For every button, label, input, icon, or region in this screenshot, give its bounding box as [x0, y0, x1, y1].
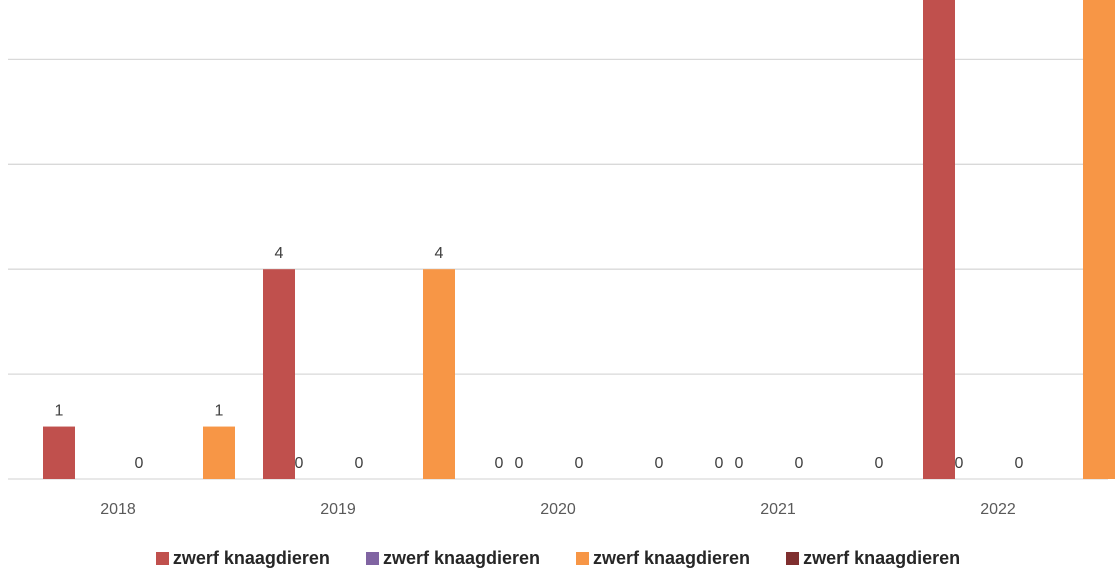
data-label: 0	[135, 455, 144, 472]
data-label: 0	[355, 455, 364, 472]
legend-swatch	[786, 551, 800, 565]
legend-item-series-2: zwerf knaagdieren	[365, 548, 540, 568]
data-label: 0	[515, 455, 524, 472]
data-label: 0	[655, 455, 664, 472]
legend-swatch	[576, 551, 589, 565]
x-tick-label: 2020	[540, 501, 576, 518]
x-tick-label: 2019	[320, 501, 356, 518]
data-label: 0	[1015, 455, 1024, 472]
legend-label: zwerf knaagdieren	[172, 548, 330, 568]
data-label: 0	[715, 455, 724, 472]
x-tick-label: 2018	[100, 501, 136, 518]
x-tick-label: 2021	[760, 501, 796, 518]
legend-item-series-1: zwerf knaagdieren	[155, 548, 330, 568]
legend: zwerf knaagdieren zwerf knaagdieren zwer…	[0, 548, 1116, 568]
data-label: 1	[215, 403, 224, 420]
data-label: 1	[55, 403, 64, 420]
data-label: 0	[875, 455, 884, 472]
legend-label: zwerf knaagdieren	[382, 548, 540, 568]
data-label: 4	[275, 245, 284, 262]
bar	[263, 269, 295, 479]
legend-label: zwerf knaagdieren	[803, 548, 961, 568]
data-label: 0	[795, 455, 804, 472]
legend-swatch	[155, 551, 169, 565]
legend-item-series-3: zwerf knaagdieren	[576, 548, 750, 568]
data-label: 0	[575, 455, 584, 472]
bar	[43, 426, 75, 479]
legend-label: zwerf knaagdieren	[593, 548, 751, 568]
bar	[1083, 0, 1115, 479]
data-label: 0	[495, 455, 504, 472]
data-label: 4	[435, 245, 444, 262]
bar	[423, 269, 455, 479]
bar	[923, 0, 955, 479]
x-tick-label: 2022	[980, 501, 1016, 518]
bar-chart: 2018101020194040202000002021000020221601…	[8, 0, 1115, 518]
data-label: 0	[955, 455, 964, 472]
legend-swatch	[365, 551, 379, 565]
legend-item-series-4: zwerf knaagdieren	[786, 548, 960, 568]
data-label: 0	[735, 455, 744, 472]
data-label: 0	[295, 455, 304, 472]
bar	[203, 426, 235, 479]
